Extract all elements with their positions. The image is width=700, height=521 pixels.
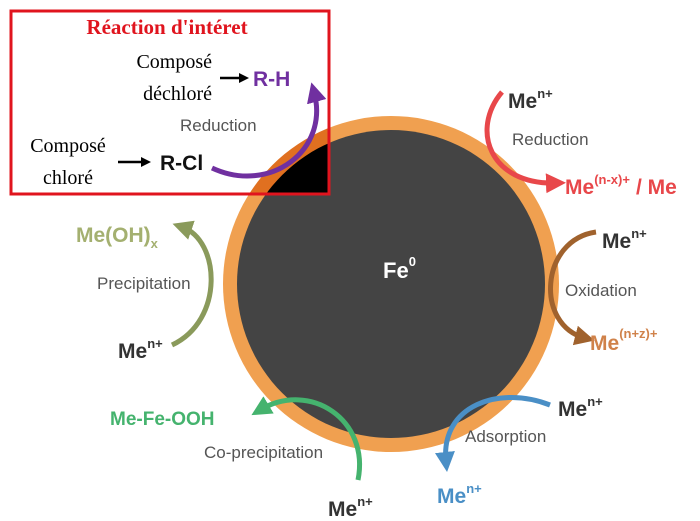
particle-core	[237, 130, 545, 438]
arrow	[210, 82, 327, 179]
arrow	[435, 395, 551, 472]
arrow	[548, 229, 597, 346]
product-label: Composé	[136, 51, 212, 73]
product: Me(n+z)+	[590, 326, 658, 355]
base: Me	[590, 332, 619, 355]
base: Me	[602, 230, 631, 253]
base: Me	[437, 485, 466, 508]
base: Me	[508, 90, 537, 113]
sup: n+	[587, 394, 603, 409]
sup: n+	[537, 86, 553, 101]
sup: (n-x)+	[594, 172, 630, 187]
reactant-label: Composé	[30, 135, 106, 157]
process-label: Adsorption	[465, 427, 546, 446]
base: Me	[118, 340, 147, 363]
product: Me(OH)x	[76, 224, 159, 251]
base: Me	[558, 398, 587, 421]
base: Me	[565, 176, 594, 199]
process-label: Reduction	[512, 130, 589, 149]
inset-border	[9, 9, 331, 196]
product: Men+	[437, 481, 482, 508]
product-label: déchloré	[143, 83, 212, 105]
sup: n+	[466, 481, 482, 496]
base: Me(OH)	[76, 224, 151, 247]
arrow	[484, 90, 566, 194]
product: Me-Fe-OOH	[110, 409, 215, 430]
sup: n+	[631, 226, 647, 241]
base: Me	[328, 498, 357, 521]
core-sup: 0	[409, 254, 416, 269]
arrow	[251, 396, 362, 481]
reactant-label: chloré	[43, 167, 93, 189]
product: Me(n-x)+ / Me	[565, 172, 677, 199]
reactant: R-Cl	[160, 152, 203, 175]
core-base: Fe	[383, 258, 409, 283]
reactant: Men+	[558, 394, 603, 421]
sub: x	[151, 236, 159, 251]
inset-title: Réaction d'intéret	[86, 15, 247, 39]
sup: (n+z)+	[619, 326, 658, 341]
reactant: Men+	[602, 226, 647, 253]
process-label: Co-precipitation	[204, 443, 323, 462]
reactant: Men+	[328, 494, 373, 521]
suffix: / Me	[636, 176, 677, 199]
sup: n+	[357, 494, 373, 509]
reactant: Men+	[118, 336, 163, 363]
process-label: Oxidation	[565, 281, 637, 300]
core-label: Fe0	[383, 254, 416, 283]
product: R-H	[253, 68, 290, 91]
process-label: Reduction	[180, 116, 257, 135]
sup: n+	[147, 336, 163, 351]
arrow	[170, 220, 214, 348]
reactant: Men+	[508, 86, 553, 113]
process-label: Precipitation	[97, 274, 191, 293]
